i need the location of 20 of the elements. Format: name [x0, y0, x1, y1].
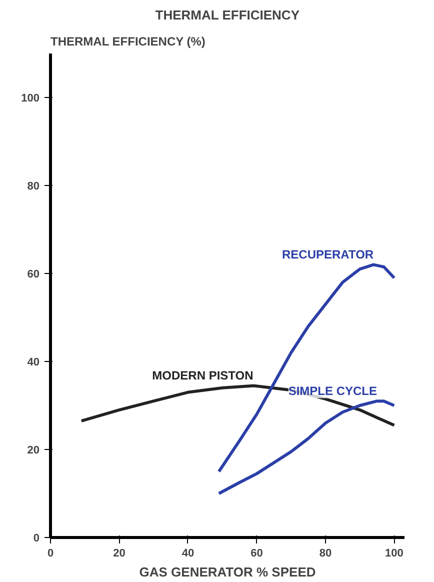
line-series	[217, 400, 396, 495]
series-label: MODERN PISTON	[152, 368, 254, 383]
x-tick-label: 20	[113, 548, 126, 560]
line-series	[80, 384, 396, 427]
x-tick-label: 0	[47, 548, 54, 560]
x-tick-label: 40	[182, 548, 194, 560]
y-tick-label: 100	[21, 92, 40, 104]
y-tick-label: 80	[27, 180, 40, 192]
y-axis-title: THERMAL EFFICIENCY (%)	[50, 34, 206, 48]
x-tick-label: 80	[319, 548, 332, 560]
y-tick-label: 60	[27, 268, 40, 280]
x-axis-title: GAS GENERATOR % SPEED	[139, 564, 316, 580]
chart-title: THERMAL EFFICIENCY	[155, 8, 300, 22]
y-tick-label: 20	[27, 444, 40, 456]
y-tick-label: 0	[33, 532, 40, 544]
series-label: RECUPERATOR	[282, 248, 374, 262]
y-tick-label: 40	[27, 356, 40, 368]
series-label: SIMPLE CYCLE	[288, 384, 378, 398]
x-tick-label: 100	[385, 548, 404, 560]
x-tick-label: 60	[250, 548, 263, 560]
